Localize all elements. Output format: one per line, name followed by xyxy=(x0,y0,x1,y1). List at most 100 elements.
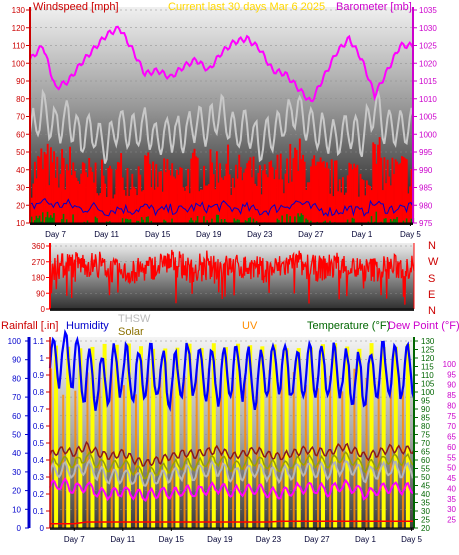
y-tick-label: 40 xyxy=(16,166,25,175)
dewpoint-tick-label: 45 xyxy=(447,474,456,483)
gust-bar xyxy=(49,147,52,223)
gust-bar xyxy=(290,181,293,223)
uv-bar xyxy=(86,372,89,528)
rain-tick-label: 1 xyxy=(40,354,45,363)
gust-bar xyxy=(191,152,194,223)
gust-bar xyxy=(32,183,35,223)
gust-bar xyxy=(287,183,290,223)
gust-bar xyxy=(254,183,257,223)
gust-bar xyxy=(219,163,222,223)
gust-bar xyxy=(70,175,73,223)
gust-bar xyxy=(271,167,274,223)
x-tick-label: Day 15 xyxy=(159,535,185,544)
x-tick-label: Day 27 xyxy=(298,230,324,239)
gust-bar xyxy=(405,159,408,223)
windspeed-bar xyxy=(246,221,249,223)
windspeed-bar xyxy=(108,221,111,223)
rainfall-axis-title: Rainfall [.in] xyxy=(1,320,58,332)
gust-bar xyxy=(172,176,175,223)
uv-legend: UV xyxy=(242,320,258,332)
windspeed-bar xyxy=(410,218,413,223)
gust-bar xyxy=(294,147,297,223)
gust-bar xyxy=(241,180,244,223)
windspeed-bar xyxy=(389,218,392,223)
solar-bar xyxy=(78,348,83,528)
humidity-tick-label: 20 xyxy=(12,487,21,496)
solar-bar xyxy=(345,346,350,528)
gust-bar xyxy=(361,179,364,223)
windspeed-bar xyxy=(37,218,40,223)
gust-bar xyxy=(298,138,301,223)
y2-tick-label: 980 xyxy=(419,201,433,210)
y2-tick-label: 990 xyxy=(419,166,433,175)
gust-bar xyxy=(187,168,190,223)
solar-bar xyxy=(248,345,253,528)
dewpoint-tick-label: 60 xyxy=(447,443,456,452)
uv-bar xyxy=(280,373,283,528)
gust-bar xyxy=(196,157,199,223)
windspeed-bar xyxy=(129,219,132,223)
gust-bar xyxy=(377,144,379,223)
solar-bar xyxy=(199,347,204,528)
gust-bar xyxy=(268,161,271,223)
humidity-tick-label: 90 xyxy=(12,356,21,365)
gust-bar xyxy=(105,197,108,223)
solar-bar xyxy=(211,343,216,528)
windspeed-bar xyxy=(191,220,194,223)
windspeed-bar xyxy=(188,220,191,223)
rain-tick-label: 0.8 xyxy=(33,388,45,397)
gust-bar xyxy=(121,177,124,223)
x-tick-label: Day 15 xyxy=(145,230,171,239)
uv-bar xyxy=(122,385,125,528)
windspeed-bar xyxy=(126,218,129,223)
gust-bar xyxy=(113,194,116,223)
temp-tick-label: 120 xyxy=(421,354,435,363)
temp-tick-label: 115 xyxy=(421,363,434,372)
uv-bar xyxy=(195,368,198,528)
rain-tick-label: 0.9 xyxy=(33,371,45,380)
gust-bar xyxy=(35,178,38,223)
gust-bar xyxy=(289,143,292,223)
x-tick-label: Day 1 xyxy=(355,535,376,544)
gust-bar xyxy=(64,189,67,223)
weather-lines xyxy=(48,328,416,525)
dewpoint-tick-label: 70 xyxy=(447,422,456,431)
rain-tick-label: 0.1 xyxy=(33,507,45,516)
wind-direction-plot-area xyxy=(50,243,414,311)
y-tick-label: 90 xyxy=(36,289,45,298)
gust-bar xyxy=(145,155,148,223)
windspeed-bar xyxy=(147,216,150,223)
gust-bar xyxy=(115,169,118,223)
gust-bar xyxy=(386,159,389,223)
dewpoint-axis-title: Dew Point (°F) xyxy=(388,320,459,332)
dewpoint-tick-label: 40 xyxy=(447,484,456,493)
gust-bar xyxy=(131,173,134,223)
barometer-axis-title: Barometer [mb] xyxy=(336,1,412,13)
gust-bar xyxy=(53,151,56,223)
temp-tick-label: 100 xyxy=(421,388,435,397)
gust-bar xyxy=(204,185,207,223)
humidity-tick-label: 100 xyxy=(8,337,22,346)
dewpoint-tick-label: 85 xyxy=(447,391,456,400)
dewpoint-tick-label: 95 xyxy=(447,370,456,379)
windspeed-bar xyxy=(171,218,174,223)
gust-bar xyxy=(246,163,249,223)
gust-bar xyxy=(284,173,287,223)
windspeed-bar xyxy=(294,216,297,223)
gust-bar xyxy=(375,163,378,223)
solar-bar xyxy=(151,348,156,528)
gust-bar xyxy=(140,191,143,223)
gust-bar xyxy=(318,161,320,223)
rain-tick-label: 0 xyxy=(40,524,45,533)
wind-direction-line xyxy=(49,249,415,305)
x-tick-label: Day 19 xyxy=(207,535,233,544)
gust-bar xyxy=(239,166,242,223)
solar-bar xyxy=(163,348,168,528)
uv-bar xyxy=(232,372,235,528)
gust-bar xyxy=(217,182,220,223)
gust-bar xyxy=(276,154,279,223)
temp-tick-label: 50 xyxy=(421,473,430,482)
gust-bar xyxy=(313,155,316,223)
rain-tick-label: 0.2 xyxy=(33,490,45,499)
gust-bar xyxy=(322,161,325,223)
